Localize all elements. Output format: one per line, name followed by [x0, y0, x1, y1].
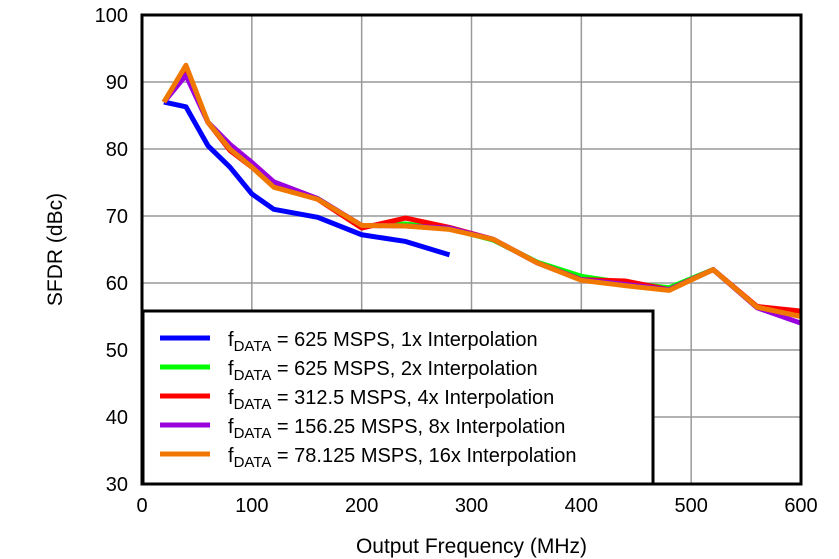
y-axis-label: SFDR (dBc): [44, 193, 67, 306]
y-tick-label: 40: [106, 407, 128, 429]
legend-entry: fDATA = 312.5 MSPS, 4x Interpolation: [228, 387, 554, 413]
legend-entry: fDATA = 78.125 MSPS, 16x Interpolation: [228, 445, 577, 471]
legend-entry: fDATA = 625 MSPS, 2x Interpolation: [228, 358, 538, 384]
y-tick-label: 80: [106, 139, 128, 161]
x-tick-label: 500: [674, 495, 707, 517]
x-tick-label: 400: [565, 495, 598, 517]
y-tick-label: 50: [106, 340, 128, 362]
series-line-5: [161, 62, 802, 319]
x-tick-label: 200: [345, 495, 378, 517]
x-axis-label: Output Frequency (MHz): [356, 535, 587, 558]
series-line-2: [161, 64, 802, 316]
legend-box: [141, 309, 655, 486]
y-tick-label: 90: [106, 72, 128, 94]
y-tick-label: 100: [95, 5, 128, 27]
x-tick-label: 0: [136, 495, 147, 517]
x-tick-label: 300: [455, 495, 488, 517]
legend-entry: fDATA = 156.25 MSPS, 8x Interpolation: [228, 416, 565, 442]
x-tick-label: 600: [784, 495, 817, 517]
legend-entry: fDATA = 625 MSPS, 1x Interpolation: [228, 329, 538, 355]
legend: fDATA = 625 MSPS, 1x Interpolation fDATA …: [141, 309, 655, 486]
y-tick-label: 70: [106, 206, 128, 228]
y-tick-label: 30: [106, 474, 128, 496]
series-line-1: [163, 99, 451, 258]
y-tick-label: 60: [106, 273, 128, 295]
x-tick-label: 100: [235, 495, 268, 517]
